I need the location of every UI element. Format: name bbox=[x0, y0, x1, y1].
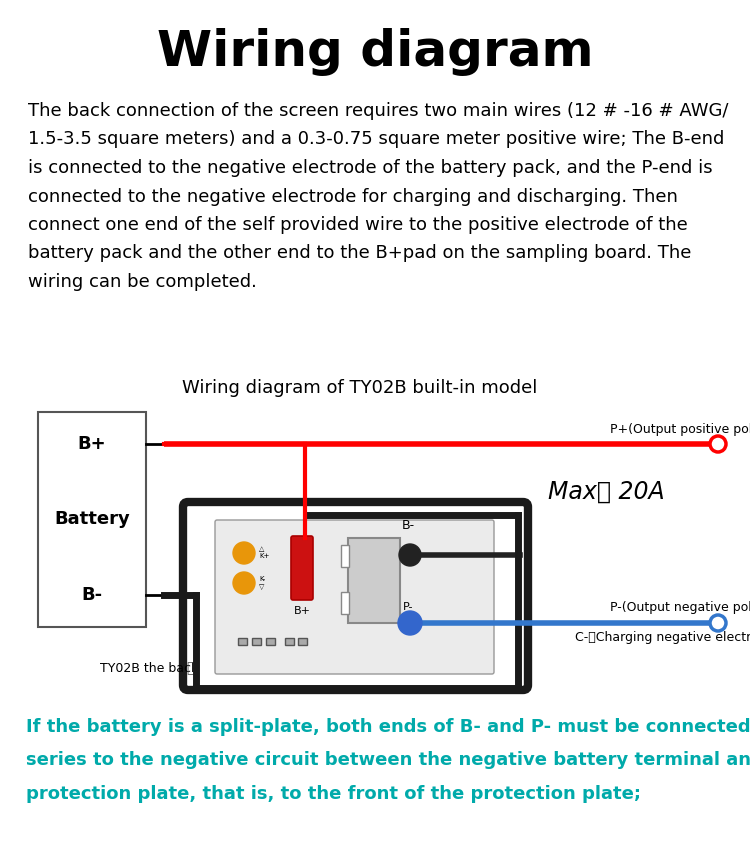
Circle shape bbox=[710, 615, 726, 631]
Text: B+: B+ bbox=[293, 606, 310, 616]
Text: C-（Charging negative electrode）: C-（Charging negative electrode） bbox=[575, 631, 750, 644]
Text: P+(Output positive pole): P+(Output positive pole) bbox=[610, 424, 750, 437]
FancyBboxPatch shape bbox=[215, 520, 494, 674]
Text: P-(Output negative pole): P-(Output negative pole) bbox=[610, 601, 750, 613]
FancyBboxPatch shape bbox=[341, 545, 349, 567]
Text: ⎕: ⎕ bbox=[186, 661, 194, 675]
FancyBboxPatch shape bbox=[291, 536, 313, 600]
Text: △: △ bbox=[259, 546, 264, 552]
Circle shape bbox=[233, 542, 255, 564]
Text: Wiring diagram: Wiring diagram bbox=[157, 28, 593, 76]
Text: K+: K+ bbox=[259, 553, 269, 559]
FancyBboxPatch shape bbox=[341, 592, 349, 614]
Bar bbox=[238, 638, 247, 645]
Text: B-: B- bbox=[82, 586, 103, 604]
Text: K-: K- bbox=[259, 576, 266, 582]
Text: TY02B the back: TY02B the back bbox=[100, 662, 198, 674]
Bar bbox=[252, 638, 261, 645]
Text: If the battery is a split-plate, both ends of B- and P- must be connected in
ser: If the battery is a split-plate, both en… bbox=[26, 718, 750, 803]
Circle shape bbox=[398, 611, 422, 635]
FancyBboxPatch shape bbox=[183, 502, 528, 690]
Text: Wiring diagram of TY02B built-in model: Wiring diagram of TY02B built-in model bbox=[182, 379, 538, 397]
Text: B+: B+ bbox=[78, 435, 106, 453]
Bar bbox=[298, 638, 307, 645]
FancyBboxPatch shape bbox=[348, 538, 400, 623]
Text: ▽: ▽ bbox=[259, 584, 264, 590]
Text: Max： 20A: Max： 20A bbox=[548, 480, 664, 504]
Bar bbox=[266, 638, 275, 645]
Text: Battery: Battery bbox=[54, 511, 130, 529]
Text: The back connection of the screen requires two main wires (12 # -16 # AWG/
1.5-3: The back connection of the screen requir… bbox=[28, 102, 728, 291]
Circle shape bbox=[710, 436, 726, 452]
FancyBboxPatch shape bbox=[38, 412, 146, 627]
Circle shape bbox=[399, 544, 421, 566]
Bar bbox=[285, 638, 294, 645]
Circle shape bbox=[233, 572, 255, 594]
Text: P-: P- bbox=[403, 602, 413, 612]
Text: B-: B- bbox=[401, 519, 415, 532]
